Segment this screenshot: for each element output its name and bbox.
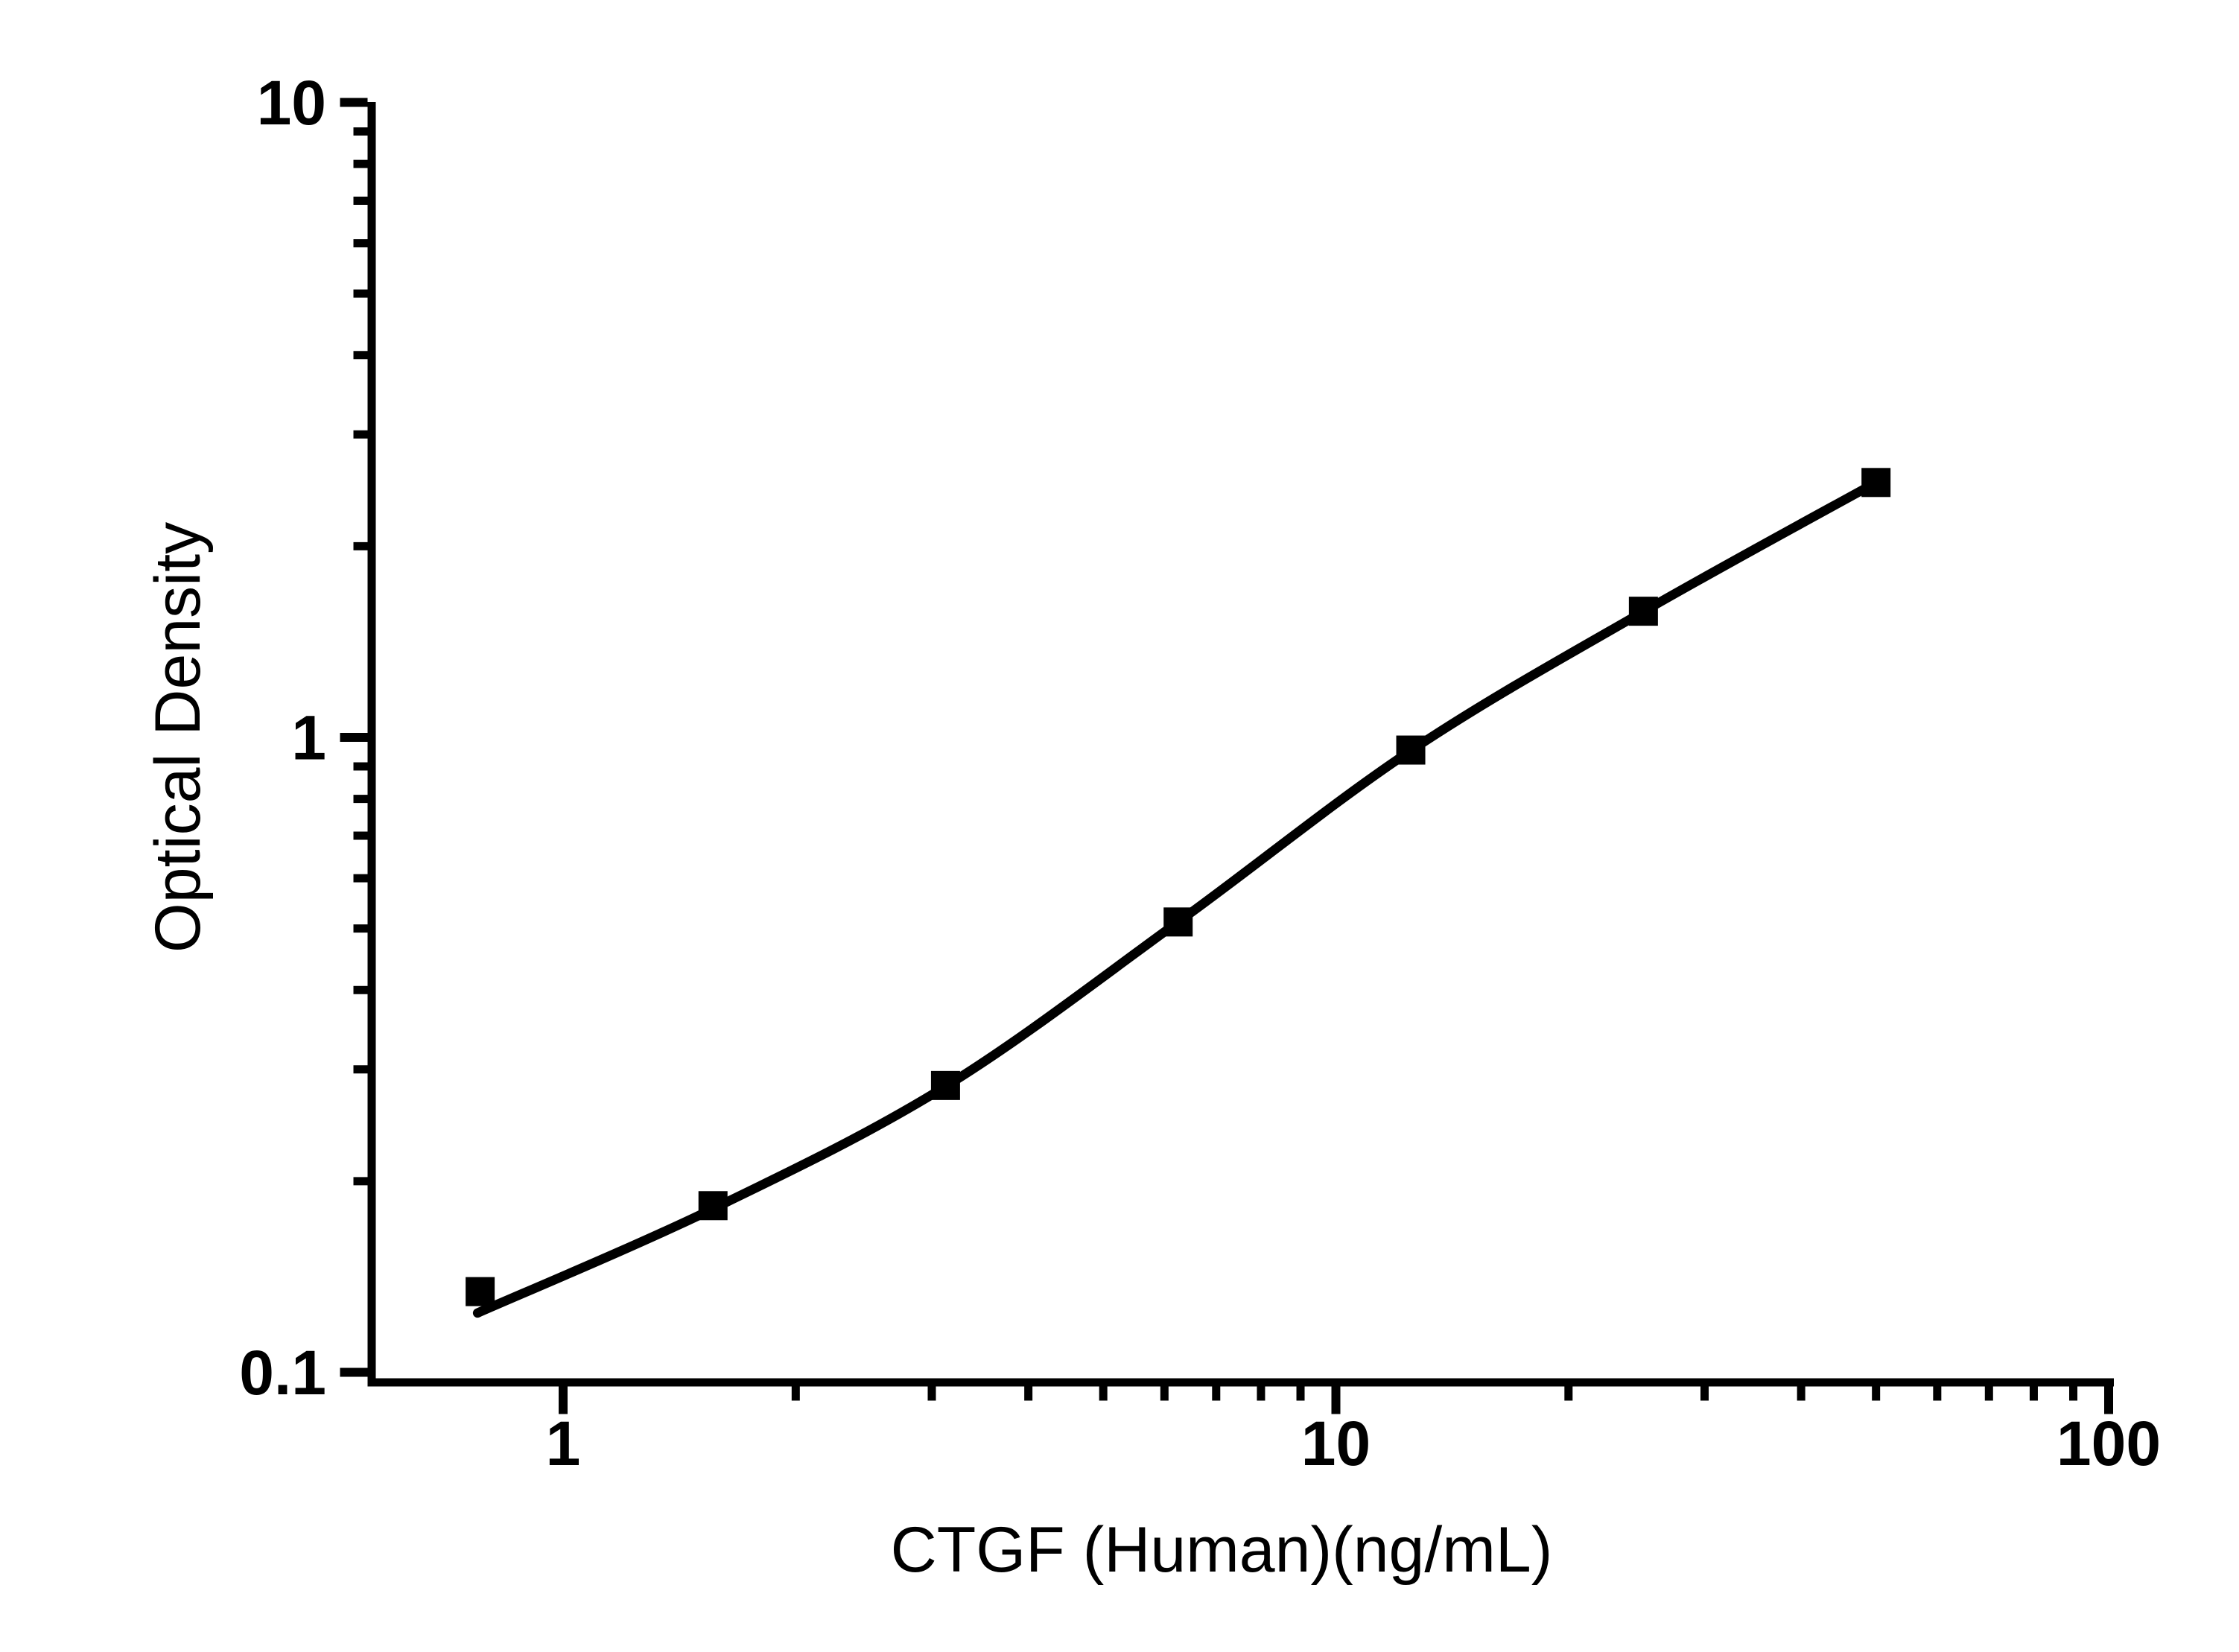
data-point-marker bbox=[1861, 468, 1891, 498]
data-points bbox=[466, 468, 1891, 1306]
y-axis-title: Optical Density bbox=[142, 522, 214, 953]
y-axis-tick-label: 10 bbox=[257, 68, 326, 138]
data-point-marker bbox=[1628, 597, 1658, 626]
x-axis-tick-label: 10 bbox=[1301, 1408, 1371, 1478]
x-axis-title: CTGF (Human)(ng/mL) bbox=[891, 1514, 1553, 1586]
data-point-marker bbox=[1163, 907, 1193, 937]
x-axis-tick-label: 100 bbox=[2057, 1408, 2161, 1478]
data-point-marker bbox=[466, 1277, 495, 1306]
y-axis-tick-label: 0.1 bbox=[239, 1338, 326, 1408]
data-point-marker bbox=[930, 1070, 960, 1100]
fitted-curve bbox=[472, 477, 1881, 1318]
data-point-marker bbox=[698, 1191, 728, 1221]
axis-tick-labels: 1 10 100 0.1 1 10 bbox=[239, 68, 2161, 1478]
axis-ticks bbox=[340, 98, 2113, 1414]
axes bbox=[367, 102, 2114, 1387]
data-point-marker bbox=[1396, 735, 1426, 765]
y-axis-tick-label: 1 bbox=[291, 702, 326, 772]
fit-curve-path bbox=[472, 477, 1881, 1318]
x-axis-tick-label: 1 bbox=[546, 1408, 581, 1478]
